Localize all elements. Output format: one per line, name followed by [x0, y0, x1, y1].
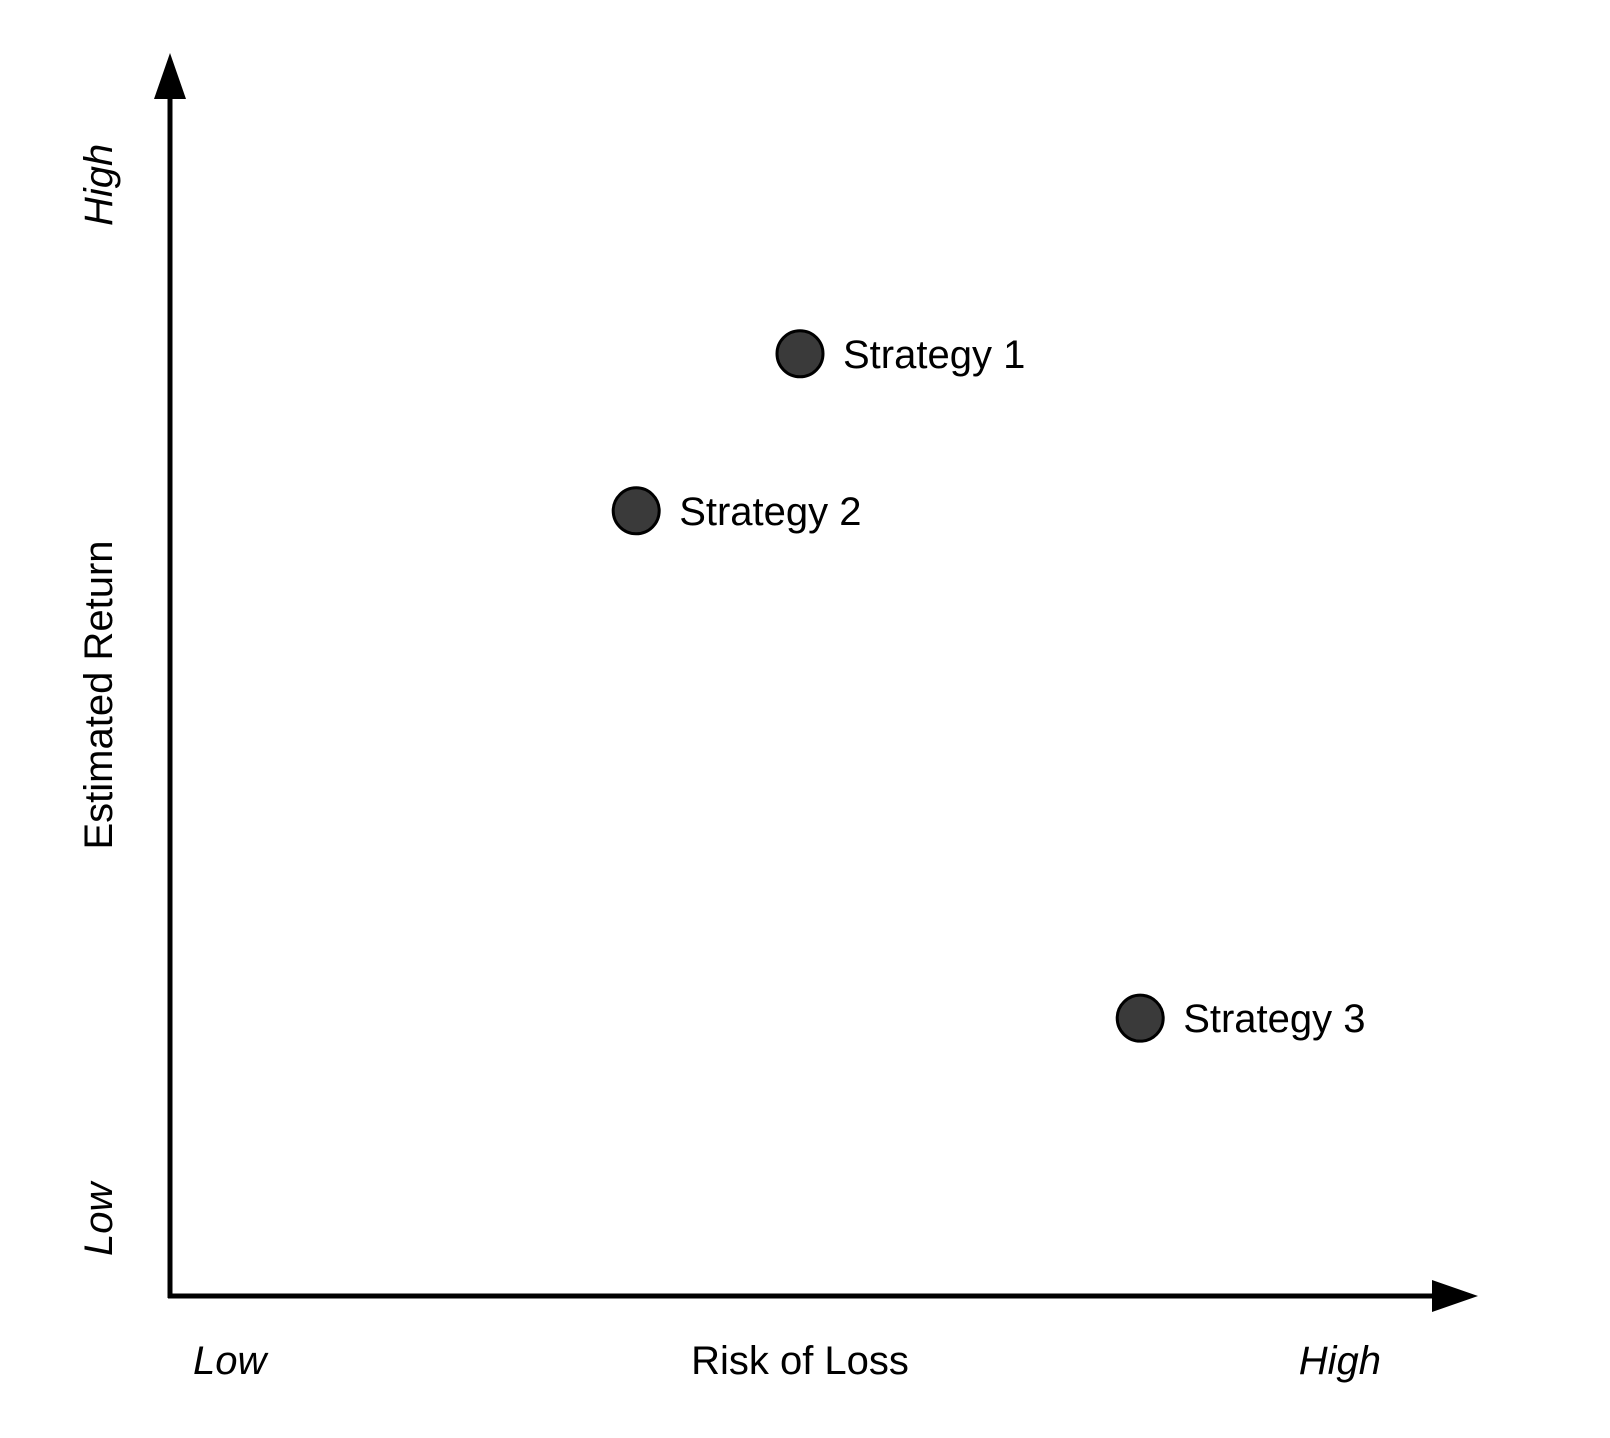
x-tick-low: Low [193, 1339, 269, 1383]
y-tick-low: Low [77, 1180, 121, 1256]
data-point-label: Strategy 1 [843, 333, 1025, 377]
y-axis-label: Estimated Return [77, 540, 121, 849]
y-axis-arrowhead [154, 53, 186, 99]
x-tick-high: High [1299, 1339, 1381, 1383]
y-tick-high: High [77, 144, 121, 226]
x-axis-arrowhead [1432, 1280, 1478, 1312]
data-point-marker [611, 486, 661, 536]
data-points-layer: Strategy 1 Strategy 2 Strategy 3 [611, 329, 1366, 1043]
data-point-label: Strategy 3 [1183, 997, 1365, 1041]
x-axis-label: Risk of Loss [691, 1339, 909, 1383]
data-point-marker [1115, 993, 1165, 1043]
data-point-marker [775, 329, 825, 379]
data-point-label: Strategy 2 [679, 490, 861, 534]
